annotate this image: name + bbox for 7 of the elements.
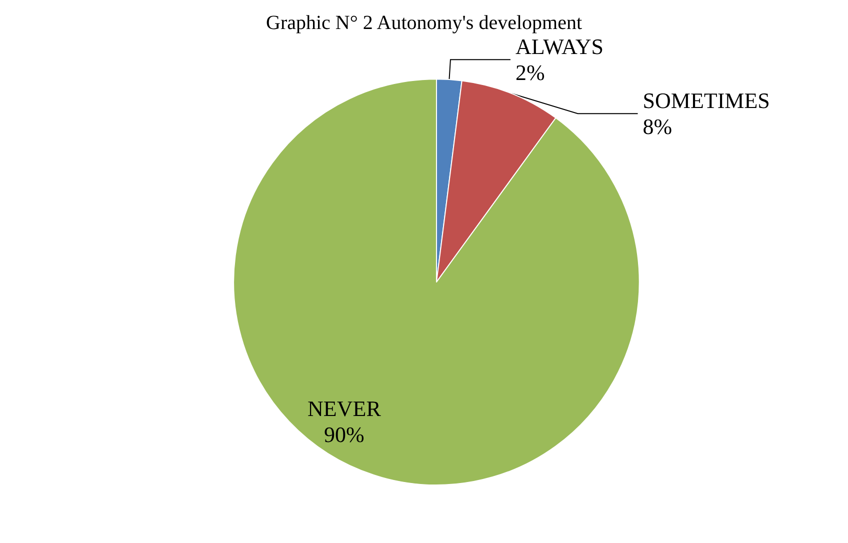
- slice-label: ALWAYS: [515, 34, 604, 60]
- data-label: 2%: [515, 60, 545, 86]
- data-label: 90%: [324, 422, 364, 447]
- data-label: 8%: [642, 114, 672, 140]
- slice-label: NEVER: [308, 396, 382, 421]
- slice-label: SOMETIMES: [642, 88, 770, 114]
- chart-title: Graphic N° 2 Autonomy's development: [266, 12, 582, 34]
